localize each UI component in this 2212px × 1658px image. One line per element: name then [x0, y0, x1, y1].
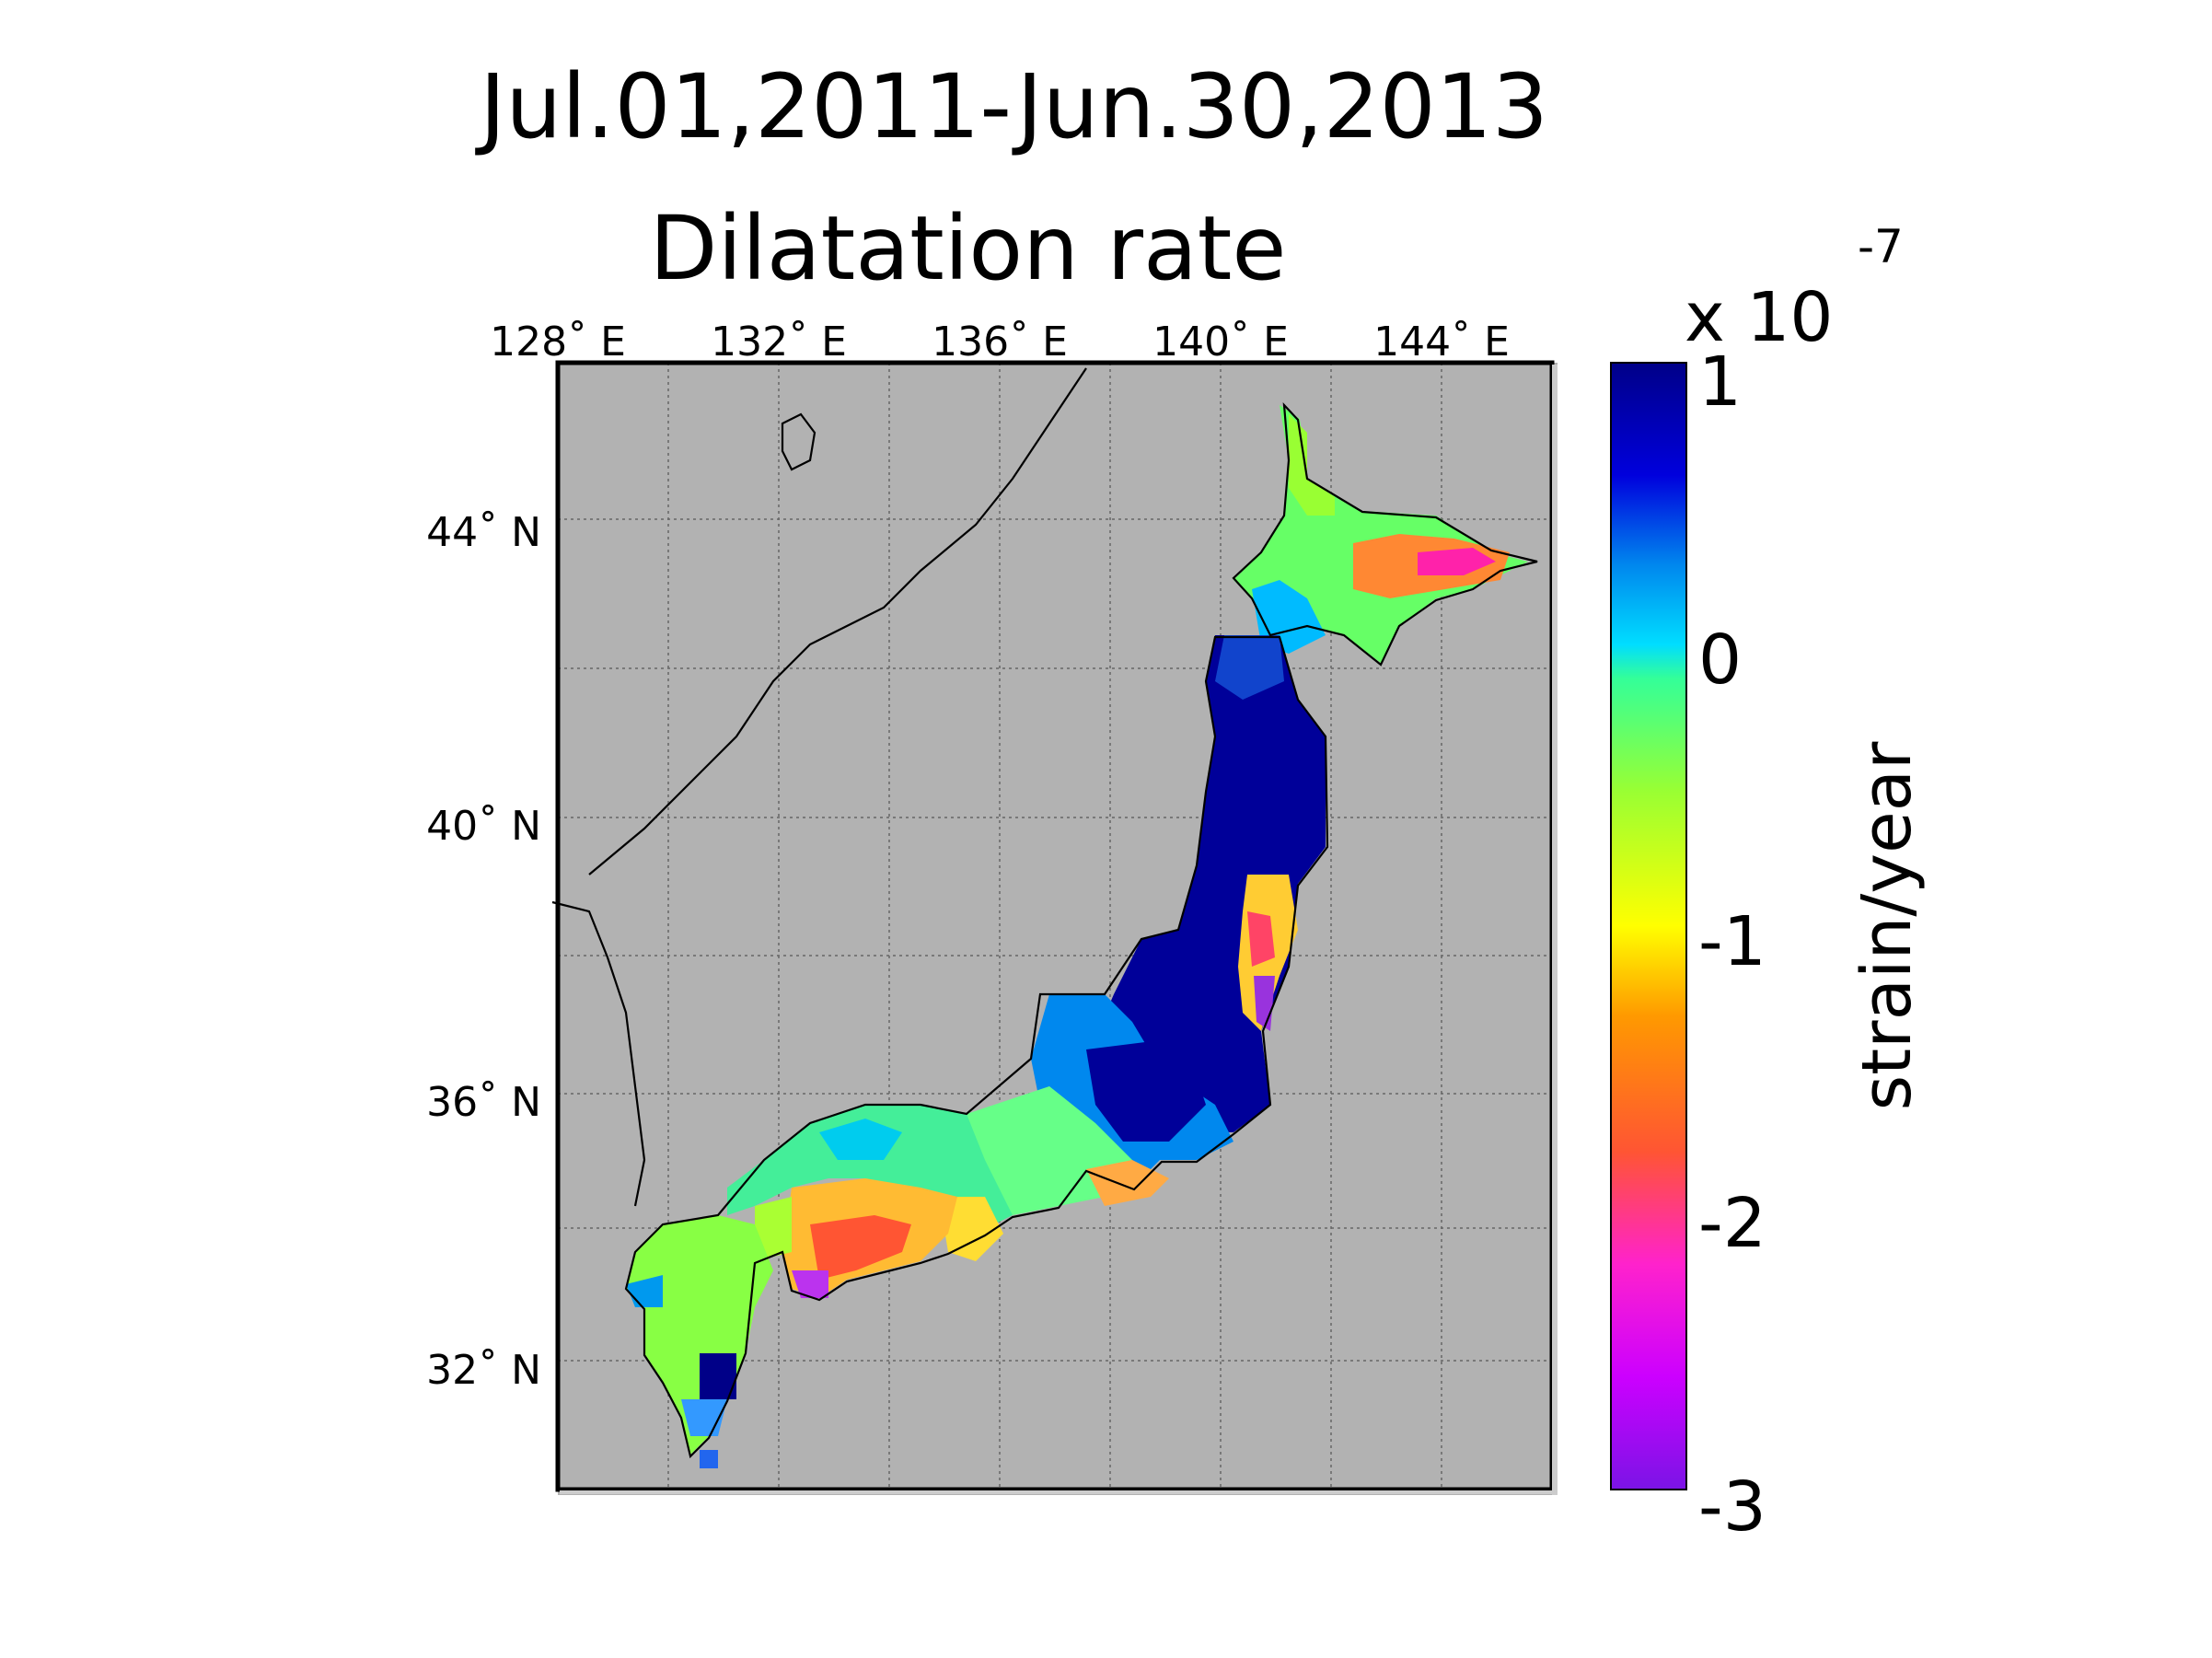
- region-kanto-core: [1086, 1040, 1206, 1142]
- region-kinki: [939, 1197, 1003, 1261]
- region-chubu: [967, 1086, 1132, 1215]
- lat-label-36: 36˚ N: [426, 1079, 541, 1126]
- lon-label-140: 140˚ E: [1152, 319, 1289, 365]
- lat-label-32: 32˚ N: [426, 1347, 541, 1394]
- colorbar-label: strain/year: [1847, 741, 1927, 1110]
- colorbar: 1 0 -1 -2 -3 x 10 -7 strain/year: [1610, 220, 1927, 1547]
- lon-axis: 128˚ E 132˚ E 136˚ E 140˚ E 144˚ E: [490, 319, 1510, 365]
- region-izu: [1086, 1160, 1169, 1206]
- region-kyushu-south-core: [700, 1353, 736, 1399]
- colorbar-tick-0: 0: [1698, 620, 1742, 700]
- lat-label-44: 44˚ N: [426, 509, 541, 556]
- colorbar-tick-neg1: -1: [1698, 902, 1766, 981]
- colorbar-tick-1: 1: [1698, 342, 1742, 422]
- region-hokkaido-east-core: [1418, 548, 1496, 575]
- region-shikoku-purple: [792, 1270, 828, 1298]
- colorbar-exponent: -7: [1858, 220, 1904, 273]
- lat-label-40: 40˚ N: [426, 803, 541, 850]
- lon-label-128: 128˚ E: [490, 319, 626, 365]
- region-shikoku-west: [755, 1197, 792, 1261]
- region-tohoku-coast-purple: [1254, 976, 1275, 1031]
- lon-label-144: 144˚ E: [1373, 319, 1510, 365]
- colorbar-tick-neg3: -3: [1698, 1467, 1766, 1547]
- lat-axis: 44˚ N 40˚ N 36˚ N 32˚ N: [426, 509, 541, 1394]
- chart-title: Jul.01,2011-Jun.30,2013: [480, 55, 1548, 158]
- colorbar-tick-neg2: -2: [1698, 1184, 1766, 1263]
- region-chugoku-north: [819, 1119, 902, 1160]
- lon-label-132: 132˚ E: [711, 319, 847, 365]
- chart-subtitle: Dilatation rate: [649, 197, 1287, 300]
- region-shikoku-south: [810, 1215, 911, 1280]
- region-kyushu-south: [681, 1399, 727, 1436]
- region-kyushu-islet: [700, 1450, 718, 1468]
- region-tohoku-coast-core: [1247, 911, 1275, 967]
- coastlines: [551, 367, 1538, 1459]
- region-tohoku-north: [1215, 635, 1284, 700]
- colorbar-multiplier: x 10: [1685, 278, 1833, 357]
- lon-label-136: 136˚ E: [932, 319, 1068, 365]
- colorbar-scale: [1610, 362, 1687, 1490]
